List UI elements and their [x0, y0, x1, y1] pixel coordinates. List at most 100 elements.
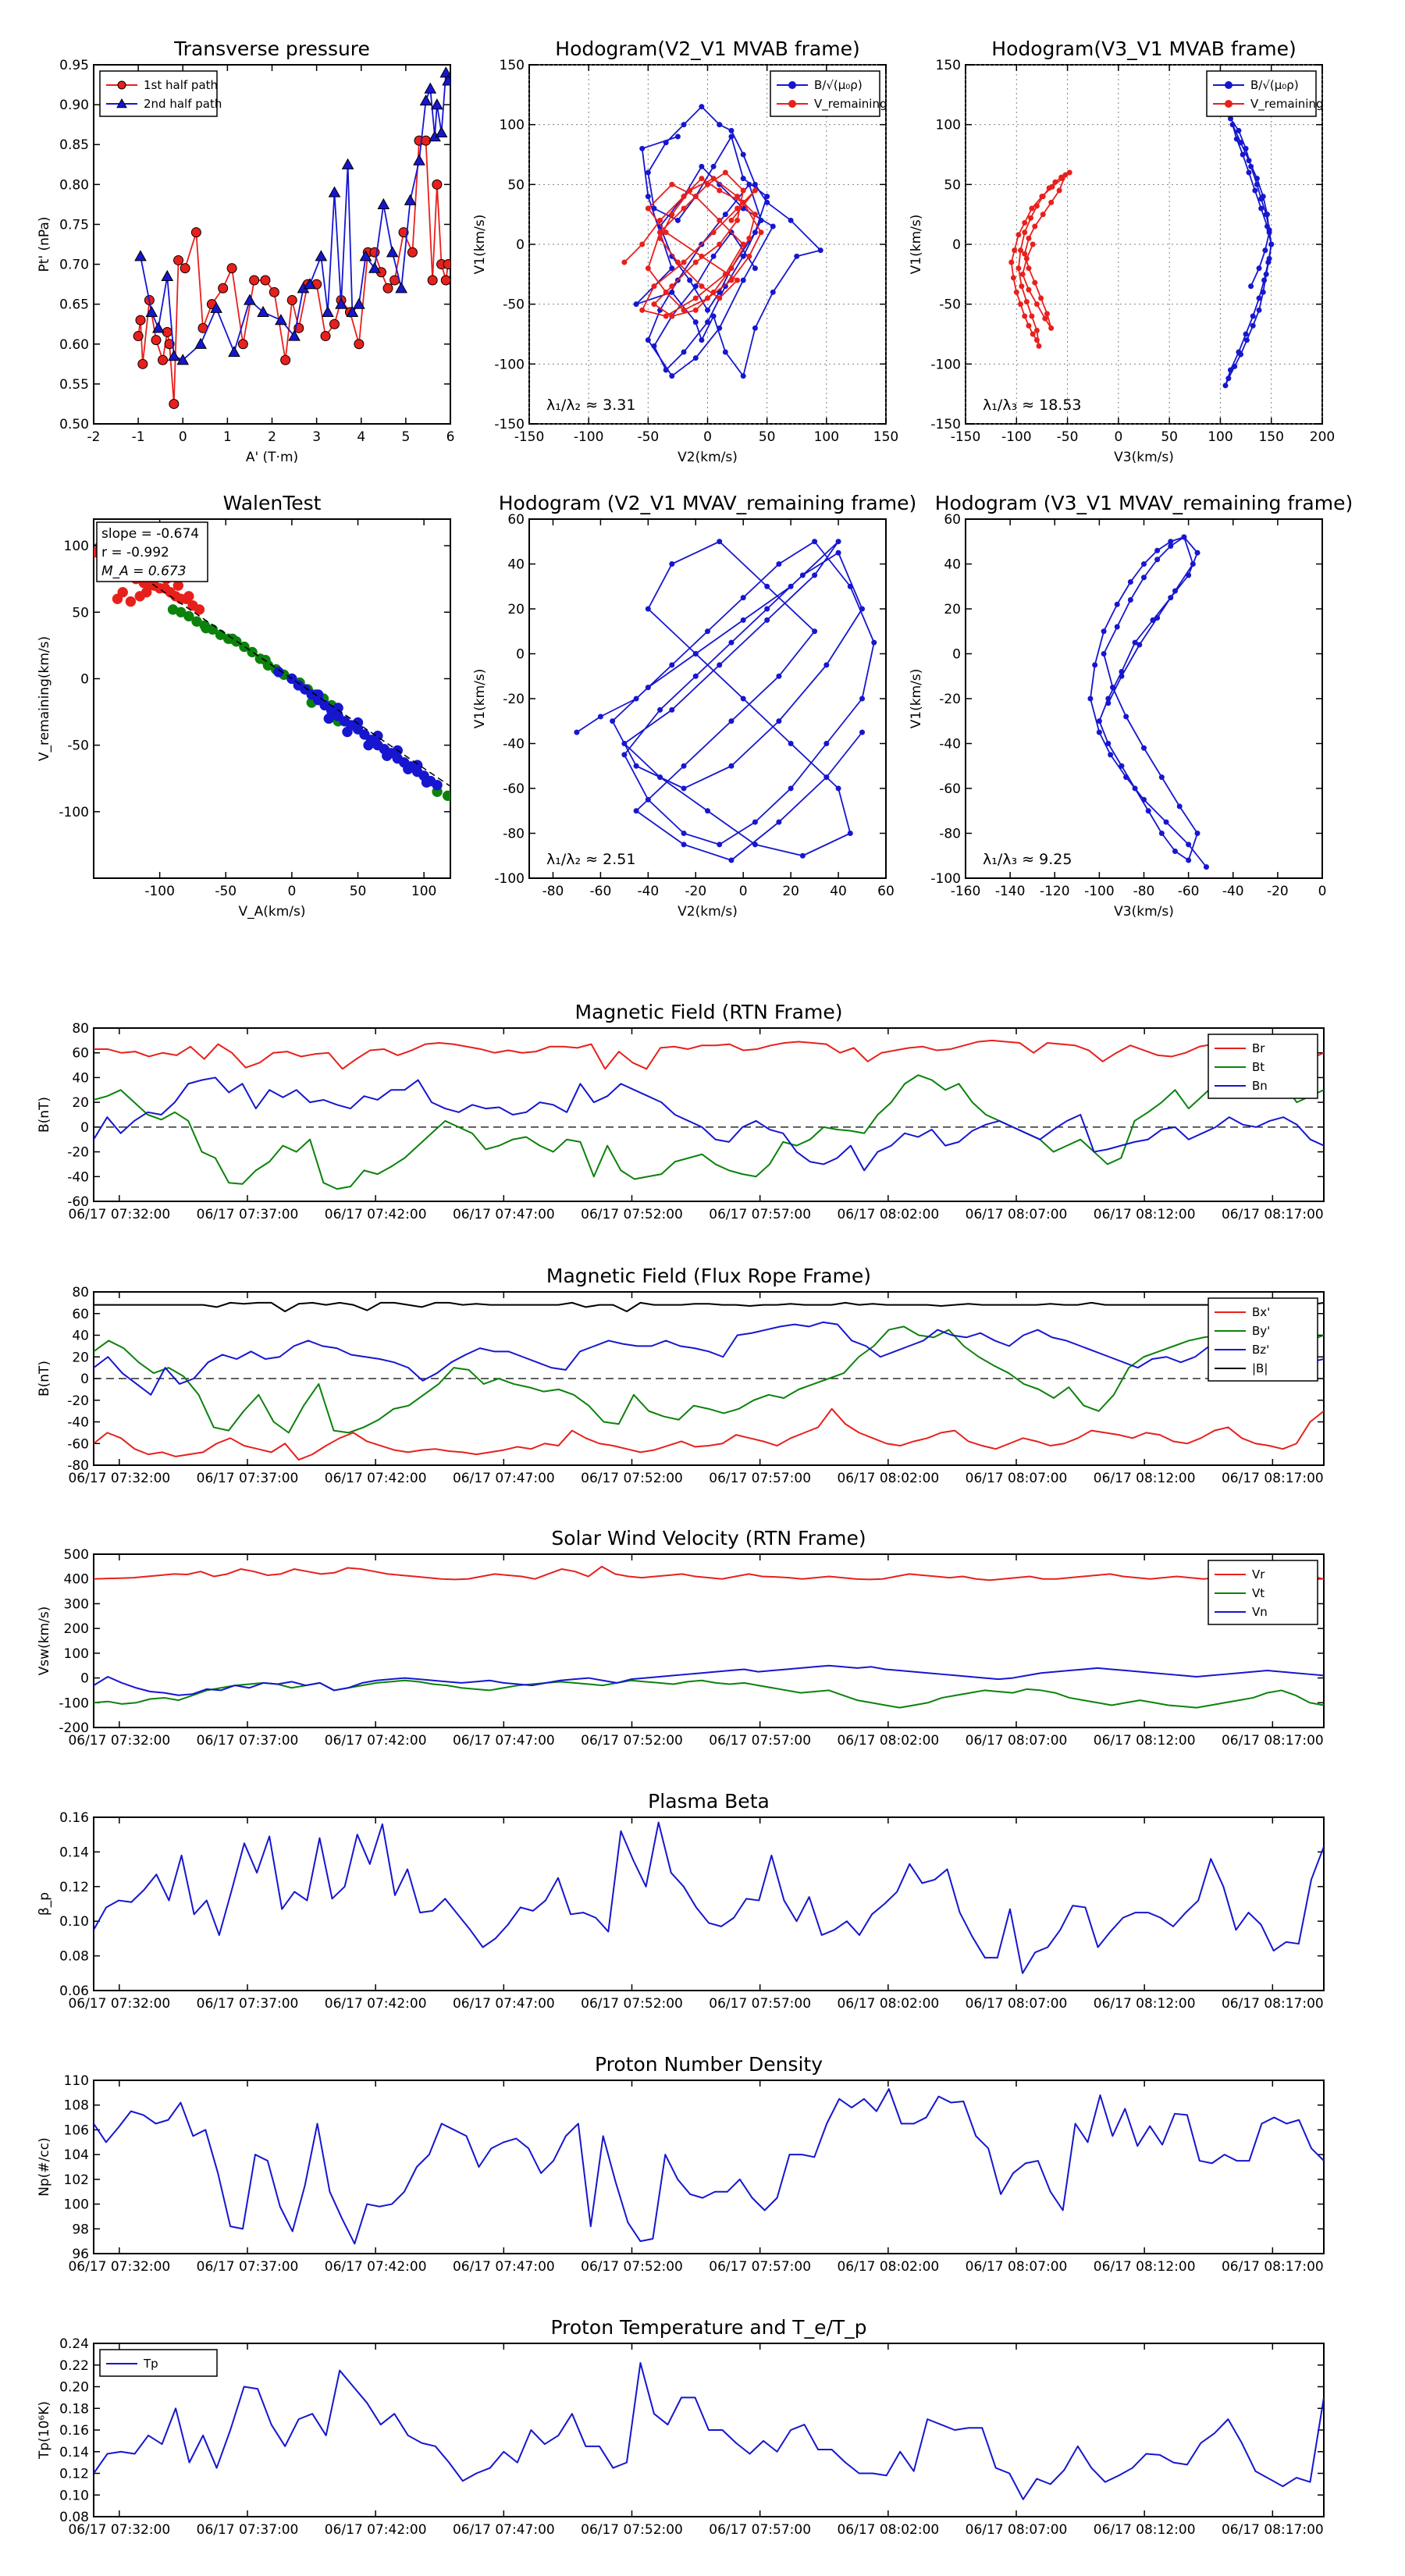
data-point [1254, 176, 1260, 182]
data-point [1096, 729, 1102, 735]
data-point [260, 275, 271, 286]
data-point [1238, 140, 1244, 146]
data-point [657, 229, 663, 236]
y-tick-label: -200 [59, 1720, 89, 1736]
y-tick-label: 0.24 [59, 2336, 89, 2352]
data-point [1176, 803, 1183, 809]
data-point [735, 217, 741, 223]
y-tick-label: 50 [72, 605, 89, 621]
data-point [180, 263, 190, 274]
x-tick-label: 06/17 08:02:00 [837, 1996, 939, 2012]
data-point [835, 539, 841, 545]
x-tick-label: -140 [995, 884, 1026, 899]
data-point [1022, 251, 1028, 257]
data-point [764, 199, 770, 205]
x-tick-label: 06/17 08:07:00 [966, 1207, 1068, 1222]
data-point [859, 606, 866, 612]
y-tick-label: 40 [507, 557, 525, 573]
y-tick-label: 0.08 [59, 2510, 89, 2525]
eigenvalue-ratio: λ₁/λ₃ ≈ 18.53 [983, 397, 1082, 414]
y-tick-label: 40 [72, 1070, 89, 1086]
data-point [681, 763, 687, 769]
y-tick-label: 500 [64, 1547, 89, 1563]
data-point [669, 212, 675, 218]
data-point [1022, 229, 1028, 236]
y-tick-label: 20 [507, 602, 525, 617]
y-tick-label: 0.90 [59, 98, 89, 113]
data-point [1194, 550, 1200, 556]
data-point [835, 785, 841, 792]
y-tick-label: 20 [72, 1350, 89, 1365]
data-point [705, 181, 710, 187]
data-point [1243, 331, 1249, 337]
chart-title: Hodogram(V2_V1 MVAB frame) [555, 37, 859, 60]
x-tick-label: 06/17 07:37:00 [197, 2522, 299, 2538]
data-point [657, 223, 663, 229]
y-tick-label: 0 [952, 237, 961, 253]
data-point [740, 241, 746, 247]
x-tick-label: 0 [703, 429, 712, 445]
data-point [764, 583, 770, 589]
x-tick-label: 0 [1318, 884, 1327, 899]
data-point [1132, 639, 1138, 646]
plot-frame [93, 1027, 1325, 1202]
data-point [823, 774, 830, 781]
series-line-B [1090, 536, 1208, 868]
data-point [1048, 325, 1055, 331]
data-point [651, 283, 657, 290]
data-point [1225, 81, 1232, 89]
data-point [164, 339, 175, 350]
data-point [176, 354, 190, 365]
x-tick-label: 06/17 07:37:00 [197, 2259, 299, 2275]
y-tick-label: 0.10 [59, 1914, 89, 1930]
x-tick-label: 06/17 07:47:00 [453, 1207, 555, 1222]
x-tick-label: 06/17 07:32:00 [68, 1207, 170, 1222]
plot-frame [93, 1553, 1325, 1728]
x-tick-label: 1 [223, 429, 232, 445]
y-tick-label: 0.12 [59, 1880, 89, 1895]
x-tick-label: 06/17 07:57:00 [709, 2259, 811, 2275]
data-point [304, 278, 316, 290]
y-tick-label: -60 [67, 1194, 89, 1210]
data-point [663, 313, 669, 319]
x-tick-label: 50 [1161, 429, 1178, 445]
data-point [812, 628, 818, 635]
series-line-Vt [94, 1679, 1324, 1709]
y-tick-label: 0.85 [59, 137, 89, 153]
data-point [1032, 223, 1038, 229]
data-point [1040, 212, 1046, 218]
y-tick-label: 60 [944, 512, 961, 528]
legend-label: |B| [1252, 1361, 1268, 1375]
y-tick-label: -80 [503, 827, 525, 842]
data-point [1036, 343, 1042, 349]
x-tick-label: 100 [411, 884, 436, 899]
data-point [758, 217, 764, 223]
data-point [1154, 557, 1161, 563]
x-tick-label: -2 [87, 429, 101, 445]
data-point [669, 706, 675, 713]
data-point [812, 572, 818, 578]
data-point [722, 349, 728, 355]
x-tick-label: 06/17 08:02:00 [837, 1207, 939, 1222]
data-point [145, 305, 158, 317]
x-tick-label: 06/17 08:02:00 [837, 1733, 939, 1749]
y-tick-label: 60 [507, 512, 525, 528]
data-point [699, 337, 705, 343]
data-point [368, 262, 381, 273]
x-tick-label: 6 [446, 429, 455, 445]
data-point [1016, 265, 1022, 272]
data-point [1101, 651, 1107, 656]
data-point [1168, 539, 1174, 545]
data-point [442, 790, 450, 802]
data-point [663, 289, 669, 295]
data-point [1158, 774, 1165, 781]
x-tick-label: 06/17 07:37:00 [197, 1207, 299, 1222]
y-tick-label: 0 [80, 671, 89, 687]
y-tick-label: 0.65 [59, 297, 89, 313]
data-point [1119, 763, 1125, 769]
data-point [382, 283, 393, 294]
data-point [710, 229, 717, 236]
data-point [645, 685, 651, 691]
data-point [1028, 215, 1034, 221]
data-point [752, 181, 758, 187]
